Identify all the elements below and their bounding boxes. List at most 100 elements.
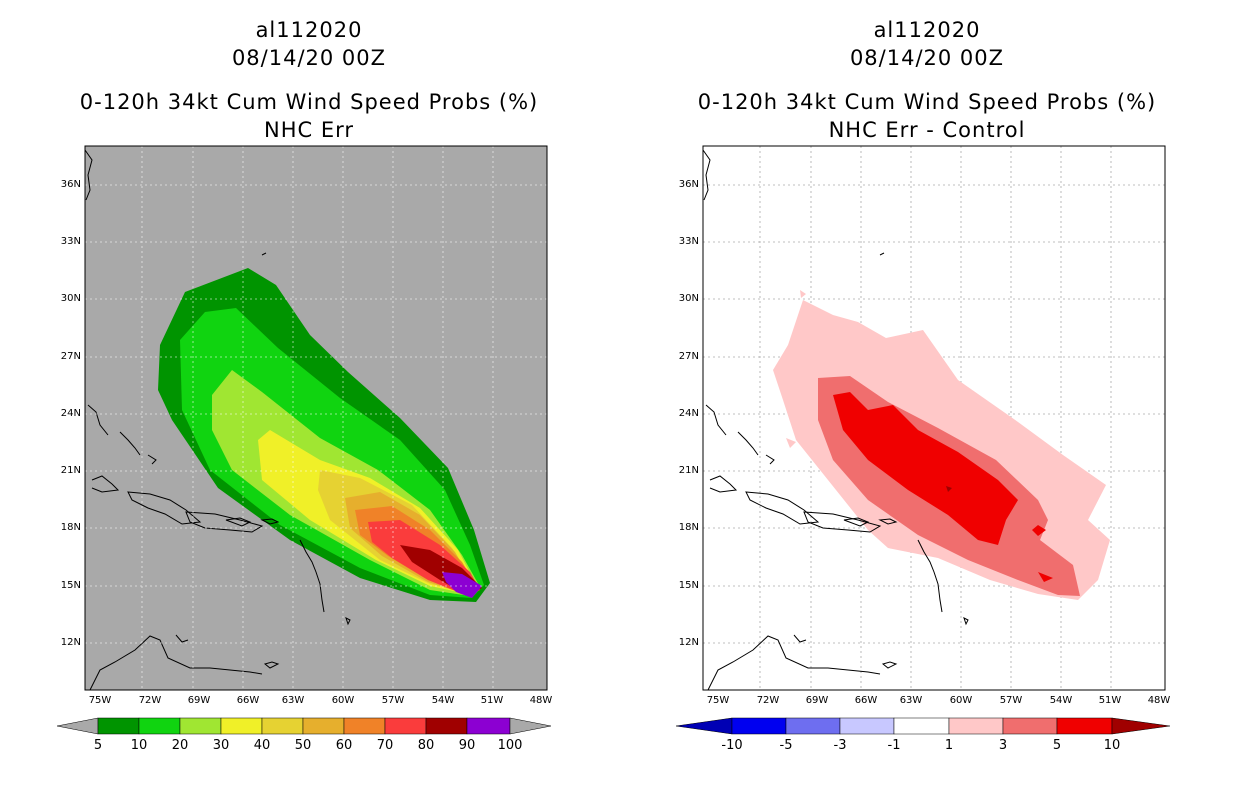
lat-label-27N: 27N	[60, 351, 81, 362]
right-panel: al112020 08/14/20 00Z 0-120h 34kt Cum Wi…	[618, 0, 1236, 800]
colorbar-label: 5	[93, 738, 103, 753]
colorbar-label: 50	[294, 738, 312, 753]
lat-label-18N: 18N	[60, 522, 81, 533]
contour-5pct	[833, 392, 1018, 545]
lon-label-48W: 48W	[529, 695, 553, 706]
left-panel: al112020 08/14/20 00Z 0-120h 34kt Cum Wi…	[56, 18, 553, 753]
colorbar-swatch--10	[731, 717, 787, 735]
colorbar-label: 90	[458, 738, 476, 753]
colorbar-swatch-20	[179, 717, 222, 735]
difference-map	[675, 145, 1171, 735]
lon-label-48W: 48W	[1147, 695, 1171, 706]
colorbar-swatch-60	[343, 717, 386, 735]
lat-label-33N: 33N	[60, 236, 81, 247]
colorbar-label: 3	[998, 738, 1008, 753]
colorbar-swatch-5	[97, 717, 140, 735]
colorbar-swatch--3	[839, 717, 895, 735]
colorbar-label: -10	[721, 738, 743, 753]
lat-label-30N: 30N	[60, 293, 81, 304]
lat-label-27N: 27N	[678, 351, 699, 362]
contour-1pct-speck	[786, 438, 796, 448]
panel-subtitle: NHC Err	[263, 118, 354, 142]
colorbar-swatch-80	[425, 717, 468, 735]
colorbar-over-arrow	[1111, 717, 1171, 735]
lat-label-12N: 12N	[60, 637, 81, 648]
contour-1pct-speck	[800, 290, 806, 298]
graticule	[85, 146, 547, 690]
colorbar	[56, 717, 552, 735]
colorbar-swatch-3	[1002, 717, 1058, 735]
lon-label-54W: 54W	[1049, 695, 1073, 706]
colorbar-label: -1	[887, 738, 901, 753]
lon-label-63W: 63W	[281, 695, 305, 706]
lon-label-51W: 51W	[1098, 695, 1122, 706]
colorbar-swatch--1	[893, 717, 950, 735]
colorbar-under-arrow	[675, 717, 733, 735]
contour-5pct-spot	[1032, 525, 1046, 536]
lon-label-63W: 63W	[899, 695, 923, 706]
forecast-datetime: 08/14/20 00Z	[231, 46, 387, 70]
lon-label-57W: 57W	[999, 695, 1023, 706]
lat-label-30N: 30N	[678, 293, 699, 304]
colorbar-over-arrow	[509, 717, 552, 735]
lon-label-75W: 75W	[706, 695, 730, 706]
lat-label-36N: 36N	[678, 179, 699, 190]
probability-map	[56, 145, 552, 735]
coastlines	[702, 149, 969, 691]
lat-label-21N: 21N	[60, 465, 81, 476]
storm-id: al112020	[873, 18, 981, 42]
coastlines	[84, 149, 351, 691]
lon-label-57W: 57W	[381, 695, 405, 706]
colorbar-label: 70	[376, 738, 394, 753]
colorbar-swatch-30	[220, 717, 263, 735]
lon-label-66W: 66W	[236, 695, 260, 706]
contour-90pct	[442, 572, 482, 598]
colorbar-swatch-50	[302, 717, 345, 735]
lon-label-69W: 69W	[187, 695, 211, 706]
colorbar-swatch-40	[261, 717, 304, 735]
colorbar	[675, 717, 1171, 735]
colorbar-label: 1	[944, 738, 954, 753]
lon-label-72W: 72W	[756, 695, 780, 706]
colorbar-label: 20	[171, 738, 189, 753]
colorbar-swatch-1	[948, 717, 1004, 735]
lon-label-60W: 60W	[331, 695, 355, 706]
lat-label-12N: 12N	[678, 637, 699, 648]
colorbar-label: 10	[130, 738, 148, 753]
lat-label-36N: 36N	[60, 179, 81, 190]
wind-probability-contours	[158, 268, 490, 602]
colorbar-swatch-5	[1056, 717, 1113, 735]
product-title: 0-120h 34kt Cum Wind Speed Probs (%)	[697, 90, 1157, 114]
colorbar-label: -3	[833, 738, 847, 753]
colorbar-under-arrow	[56, 717, 99, 735]
lon-label-51W: 51W	[480, 695, 504, 706]
map-frame	[84, 145, 548, 691]
storm-id: al112020	[255, 18, 363, 42]
colorbar-swatch--5	[785, 717, 841, 735]
contour-10pct-spot	[946, 486, 952, 492]
lat-label-15N: 15N	[60, 580, 81, 591]
colorbar-swatch-70	[384, 717, 427, 735]
colorbar-label: 5	[1052, 738, 1062, 753]
map-frame	[702, 145, 1166, 691]
lat-label-18N: 18N	[678, 522, 699, 533]
colorbar-label: -5	[779, 738, 793, 753]
lon-label-69W: 69W	[805, 695, 829, 706]
colorbar-label: 10	[1103, 738, 1121, 753]
lon-label-54W: 54W	[431, 695, 455, 706]
lat-label-21N: 21N	[678, 465, 699, 476]
lon-label-72W: 72W	[138, 695, 162, 706]
lon-label-66W: 66W	[854, 695, 878, 706]
colorbar-swatch-90	[466, 717, 511, 735]
lat-label-15N: 15N	[678, 580, 699, 591]
colorbar-label: 80	[417, 738, 435, 753]
lat-label-33N: 33N	[678, 236, 699, 247]
contour-5pct-spot	[1038, 572, 1053, 582]
colorbar-label: 40	[253, 738, 271, 753]
lat-label-24N: 24N	[60, 408, 81, 419]
colorbar-label: 100	[497, 738, 523, 753]
colorbar-label: 30	[212, 738, 230, 753]
forecast-datetime: 08/14/20 00Z	[849, 46, 1005, 70]
difference-contours	[773, 290, 1110, 600]
lat-label-24N: 24N	[678, 408, 699, 419]
